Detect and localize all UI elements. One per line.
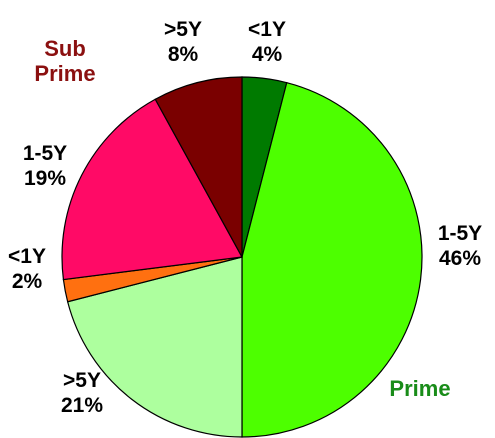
slice-label-0: <1Y 4%	[248, 18, 286, 66]
group-labels: Prime Sub Prime	[34, 36, 450, 401]
slice-label-2: >5Y 21%	[61, 369, 103, 417]
pie-slices	[61, 76, 423, 438]
pie-slice-1	[241, 81, 423, 438]
slice-label-3: <1Y 2%	[8, 245, 46, 293]
pie-slice-4	[61, 98, 243, 281]
slice-label-4: 1-5Y 19%	[23, 142, 67, 190]
group-label-1: Sub Prime	[34, 36, 95, 86]
pie-slice-5	[154, 76, 243, 258]
slice-label-5: >5Y 8%	[164, 18, 202, 66]
group-label-0: Prime	[389, 376, 450, 401]
slice-labels: <1Y 4% 1-5Y 46% >5Y 21% <1Y 2% 1-5Y 19% >5Y 8%	[8, 18, 482, 417]
pie-slice-2	[66, 256, 243, 438]
slice-label-1: 1-5Y 46%	[438, 222, 482, 270]
